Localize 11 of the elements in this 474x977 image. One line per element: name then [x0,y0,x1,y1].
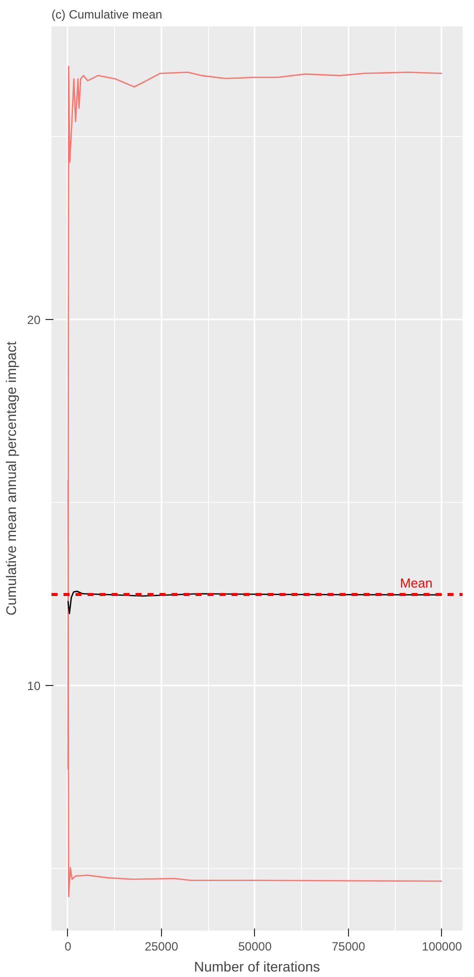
y-tick-label: 10 [27,678,41,693]
x-tick-label: 0 [64,940,72,954]
x-tick-label: 25000 [144,940,178,954]
y-axis-title: Cumulative mean annual percentage impact [3,341,20,616]
x-tick-label: 100000 [422,940,462,954]
x-tick-label: 50000 [238,940,272,954]
y-tick-label: 20 [27,312,41,327]
ref-line-label: Mean [400,576,433,591]
x-axis-title: Number of iterations [194,958,320,974]
x-tick-label: 75000 [332,940,366,954]
chart-title: (c) Cumulative mean [52,8,162,22]
